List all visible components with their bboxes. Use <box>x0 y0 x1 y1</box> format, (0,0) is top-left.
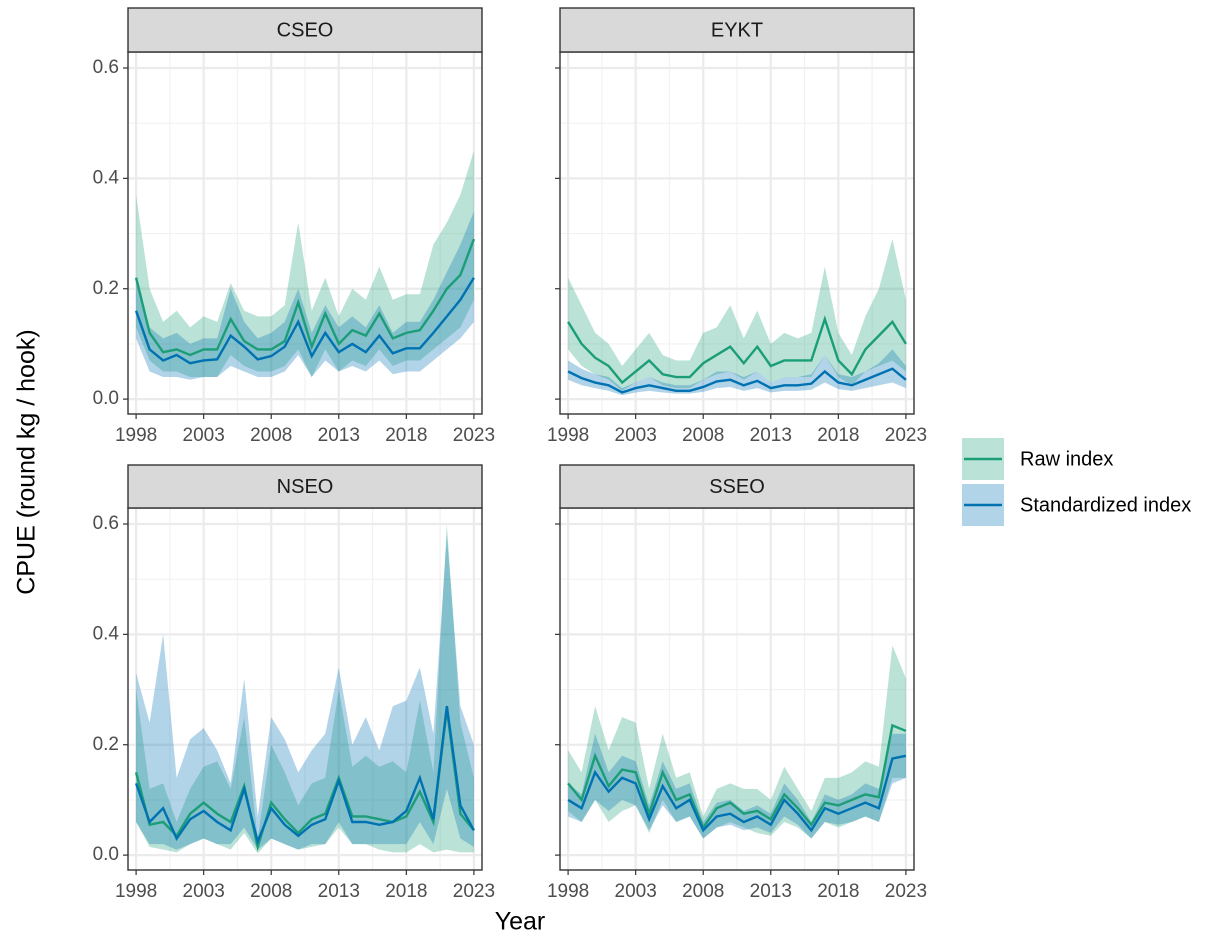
legend-label: Standardized index <box>1020 494 1191 516</box>
y-tick-label: 0.4 <box>93 623 120 644</box>
y-tick-label: 0.6 <box>93 57 119 78</box>
x-tick-label: 2013 <box>750 881 792 902</box>
y-tick-label: 0.6 <box>93 513 119 534</box>
x-tick-label: 2003 <box>183 881 225 902</box>
x-tick-label: 2023 <box>453 425 495 446</box>
series-line <box>567 367 907 394</box>
confidence-ribbon <box>136 150 474 378</box>
series-line <box>134 708 475 852</box>
strip <box>559 464 915 509</box>
x-tick-label: 2003 <box>183 425 225 446</box>
confidence-ribbon <box>136 524 474 854</box>
x-tick-label: 2023 <box>885 881 927 902</box>
x-tick-label: 2023 <box>453 881 495 902</box>
strip <box>559 7 915 53</box>
x-tick-label: 2023 <box>885 425 927 446</box>
series-line <box>134 277 475 365</box>
series-line <box>567 723 907 831</box>
x-tick-label: 2018 <box>817 881 859 902</box>
y-axis-title: CPUE (round kg / hook) <box>13 329 41 594</box>
strip-label: CSEO <box>277 19 334 41</box>
x-tick-label: 1998 <box>115 881 157 902</box>
x-tick-label: 2018 <box>385 881 427 902</box>
x-tick-label: 2018 <box>385 425 427 446</box>
confidence-ribbon <box>568 239 906 391</box>
x-tick-label: 2008 <box>682 425 724 446</box>
series-line <box>567 315 907 385</box>
x-tick-label: 1998 <box>115 425 157 446</box>
confidence-ribbon <box>568 349 906 396</box>
x-tick-label: 2013 <box>318 425 360 446</box>
y-tick-label: 0.0 <box>93 388 119 409</box>
strip <box>127 464 483 509</box>
strip-label: SSEO <box>709 476 765 498</box>
x-tick-label: 1998 <box>547 425 589 446</box>
x-tick-label: 2008 <box>682 881 724 902</box>
series-line <box>567 754 907 833</box>
strip-label: NSEO <box>277 476 334 498</box>
legend-label: Raw index <box>1020 448 1113 470</box>
strip-label: EYKT <box>711 19 763 41</box>
confidence-ribbon <box>136 211 474 380</box>
y-tick-label: 0.2 <box>93 734 119 755</box>
x-tick-label: 2003 <box>615 425 657 446</box>
y-tick-label: 0.0 <box>93 844 119 865</box>
confidence-ribbon <box>568 645 906 839</box>
series-line <box>134 238 476 357</box>
x-tick-label: 2013 <box>750 425 792 446</box>
x-tick-label: 2008 <box>250 425 292 446</box>
strip <box>127 7 483 53</box>
y-tick-label: 0.4 <box>93 167 120 188</box>
x-tick-label: 2008 <box>250 881 292 902</box>
x-tick-label: 2018 <box>817 425 859 446</box>
y-tick-label: 0.2 <box>93 278 119 299</box>
x-tick-label: 2003 <box>615 881 657 902</box>
x-axis-title: Year <box>495 908 546 936</box>
confidence-ribbon <box>136 535 474 850</box>
series-line <box>134 705 475 846</box>
x-tick-label: 1998 <box>547 881 589 902</box>
x-tick-label: 2013 <box>318 881 360 902</box>
